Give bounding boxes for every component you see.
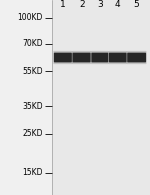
Text: 1: 1 xyxy=(60,0,66,9)
Text: 55KD: 55KD xyxy=(22,67,43,76)
FancyBboxPatch shape xyxy=(91,53,108,62)
FancyBboxPatch shape xyxy=(72,51,91,64)
FancyBboxPatch shape xyxy=(127,53,146,62)
Bar xyxy=(52,0,150,195)
FancyBboxPatch shape xyxy=(108,51,127,64)
FancyBboxPatch shape xyxy=(72,53,91,62)
Text: 2: 2 xyxy=(79,0,85,9)
Text: 5: 5 xyxy=(133,0,139,9)
Text: 25KD: 25KD xyxy=(22,129,43,138)
Text: 35KD: 35KD xyxy=(22,102,43,111)
Text: 70KD: 70KD xyxy=(22,39,43,48)
Text: 4: 4 xyxy=(115,0,121,9)
Text: 100KD: 100KD xyxy=(17,13,43,22)
FancyBboxPatch shape xyxy=(53,51,72,64)
FancyBboxPatch shape xyxy=(127,51,147,64)
FancyBboxPatch shape xyxy=(91,51,109,64)
Text: 3: 3 xyxy=(97,0,103,9)
FancyBboxPatch shape xyxy=(109,53,127,62)
Text: 15KD: 15KD xyxy=(22,168,43,177)
FancyBboxPatch shape xyxy=(54,53,72,62)
